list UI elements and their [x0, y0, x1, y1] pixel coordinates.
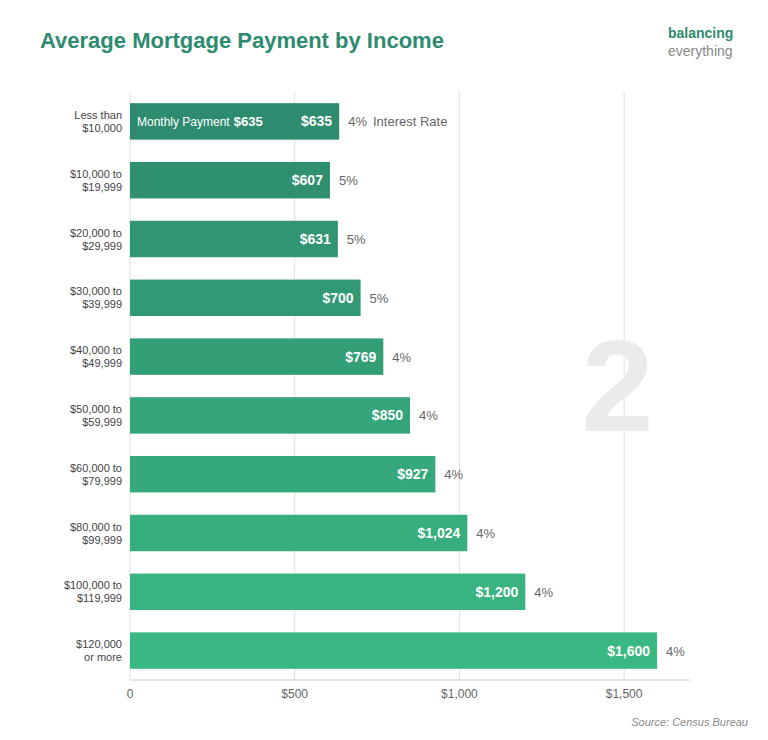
rate-label: 5% — [370, 291, 389, 306]
watermark: 2 — [581, 313, 653, 459]
bar-note-text: Monthly Payment — [137, 115, 230, 129]
category-label-line: $60,000 to — [70, 462, 122, 474]
bar — [130, 280, 361, 316]
data-label: $635 — [301, 113, 332, 129]
data-label: $850 — [372, 407, 403, 423]
bar — [130, 221, 338, 257]
tick-label: $1,000 — [441, 687, 478, 701]
rate-label: 4% — [444, 467, 463, 482]
data-label: $1,024 — [417, 525, 460, 541]
category-label: $40,000 to$49,999 — [70, 344, 122, 369]
category-label-line: $19,999 — [82, 181, 122, 193]
category-label-line: $30,000 to — [70, 285, 122, 297]
bars — [130, 103, 657, 669]
tick-label: 0 — [127, 687, 134, 701]
tick-label: $500 — [281, 687, 308, 701]
rate-label: 4% — [476, 526, 495, 541]
rate-label: 4% — [419, 408, 438, 423]
chart: Average Mortgage Payment by Income balanc… — [0, 0, 768, 740]
tick-label: $1,500 — [606, 687, 643, 701]
category-label: $80,000 to$99,999 — [70, 521, 122, 546]
rate-text: Interest Rate — [373, 114, 447, 129]
data-label: $607 — [292, 172, 323, 188]
data-label: $927 — [397, 466, 428, 482]
x-axis — [130, 680, 690, 681]
rate-label: 5% — [347, 232, 366, 247]
category-label: $120,000or more — [76, 638, 122, 663]
data-label: $1,200 — [475, 584, 518, 600]
rate-label: 4% — [534, 585, 553, 600]
category-label: $50,000 to$59,999 — [70, 403, 122, 428]
category-label-line: $10,000 to — [70, 168, 122, 180]
category-label: $10,000 to$19,999 — [70, 168, 122, 193]
category-label-line: or more — [84, 651, 122, 663]
category-label-line: $120,000 — [76, 638, 122, 650]
category-label-line: $79,999 — [82, 475, 122, 487]
bar — [130, 397, 410, 433]
data-label: $1,600 — [607, 643, 650, 659]
grid — [130, 92, 624, 680]
category-label: $100,000 to$119,999 — [64, 579, 122, 604]
category-label-line: $49,999 — [82, 357, 122, 369]
category-label: $60,000 to$79,999 — [70, 462, 122, 487]
source: Source: Census Bureau — [631, 716, 748, 728]
category-label-line: $29,999 — [82, 240, 122, 252]
data-label: $769 — [345, 349, 376, 365]
category-label-line: $39,999 — [82, 298, 122, 310]
rate-label: 4% — [392, 350, 411, 365]
category-label-line: $80,000 to — [70, 521, 122, 533]
bar — [130, 456, 435, 492]
brand: everything — [668, 43, 733, 59]
bar-note: Monthly Payment $635 — [137, 114, 263, 129]
category-label-line: $20,000 to — [70, 227, 122, 239]
category-label-line: $100,000 to — [64, 579, 122, 591]
rate-label: 5% — [339, 173, 358, 188]
brand: balancing — [668, 25, 733, 41]
category-label-line: $10,000 — [82, 122, 122, 134]
bar — [130, 103, 339, 139]
data-label: $700 — [322, 290, 353, 306]
bar — [130, 515, 467, 551]
data-label: $631 — [300, 231, 331, 247]
rate-label: 4% — [666, 644, 685, 659]
category-label: Less than$10,000 — [74, 109, 122, 134]
category-label: $30,000 to$39,999 — [70, 285, 122, 310]
category-label-line: Less than — [74, 109, 122, 121]
bar — [130, 574, 525, 610]
bar-note-value: $635 — [234, 114, 263, 129]
category-label-line: $50,000 to — [70, 403, 122, 415]
bar — [130, 632, 657, 668]
category-label-line: $59,999 — [82, 416, 122, 428]
category-label: $20,000 to$29,999 — [70, 227, 122, 252]
title: Average Mortgage Payment by Income — [40, 28, 444, 53]
rate-label: 4% — [348, 114, 367, 129]
category-label-line: $99,999 — [82, 534, 122, 546]
bar — [130, 162, 330, 198]
category-label-line: $40,000 to — [70, 344, 122, 356]
bar — [130, 338, 383, 374]
category-label-line: $119,999 — [77, 592, 122, 604]
